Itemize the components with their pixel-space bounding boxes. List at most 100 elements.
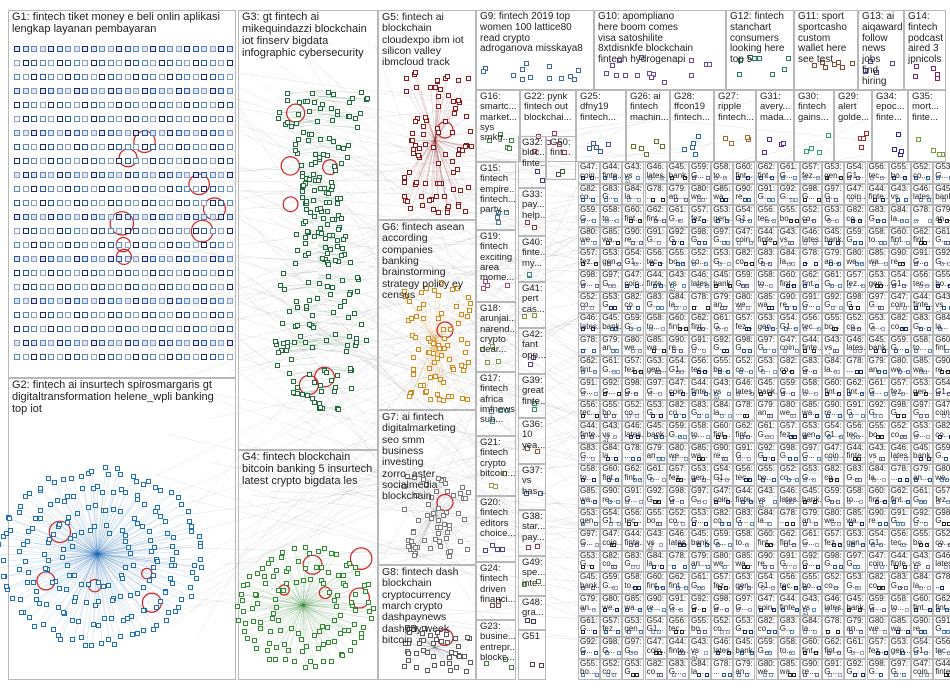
vertex-node	[218, 186, 224, 192]
vertex-node	[94, 483, 100, 489]
small-group-cell: G44: finte...	[911, 291, 933, 314]
small-group-cell: G52: co...	[600, 658, 623, 681]
vertex-node	[365, 600, 371, 606]
small-group-label: G44: finte...	[580, 421, 600, 439]
vertex-node	[316, 154, 322, 160]
small-group-cell: G59: G...	[888, 334, 911, 357]
vertex-node	[158, 298, 165, 304]
small-group-label: G45: bank...	[802, 486, 822, 504]
small-group-label: G79: an...	[802, 507, 820, 526]
vertex-node	[406, 543, 412, 549]
vertex-node	[78, 473, 84, 479]
small-group-cell: G61: G...	[644, 464, 667, 486]
vertex-node	[188, 584, 194, 590]
vertex-node	[438, 525, 444, 531]
vertex-node	[270, 573, 276, 579]
small-group-cell: G55: bo...	[600, 399, 623, 422]
vertex-node	[116, 144, 122, 150]
vertex-node	[104, 522, 110, 528]
vertex-node	[535, 543, 541, 549]
vertex-node	[107, 46, 114, 52]
vertex-node	[328, 106, 334, 111]
small-group-cell: G47: coin...	[644, 637, 667, 659]
vertex-node	[65, 270, 71, 276]
vertex-node	[42, 566, 48, 572]
small-group-cell: G85: wa...	[644, 334, 667, 357]
vertex-node	[142, 502, 148, 508]
vertex-node	[432, 662, 437, 668]
vertex-node	[64, 587, 70, 593]
vertex-node	[22, 46, 29, 52]
vertex-node	[276, 349, 282, 355]
vertex-node	[344, 349, 350, 355]
group-panel-g8: G8: fintech dash blockchain cryptocurren…	[378, 565, 476, 680]
small-group-cell: G83: G...	[800, 356, 822, 378]
vertex-node	[524, 220, 530, 226]
small-group-label: G97: G...	[646, 378, 664, 396]
vertex-node	[90, 228, 97, 234]
vertex-node	[82, 228, 88, 234]
small-group-cell: G83: G...	[755, 248, 778, 270]
small-group-label: G58: to...	[624, 572, 642, 591]
small-group-cell: G43: vs ai...	[711, 378, 734, 400]
vertex-node	[426, 198, 432, 204]
vertex-node	[82, 172, 88, 178]
vertex-node	[317, 137, 323, 143]
vertex-node	[464, 114, 470, 120]
vertex-node	[267, 640, 273, 646]
vertex-node	[124, 200, 131, 206]
vertex-node	[817, 150, 823, 156]
vertex-node	[133, 116, 139, 122]
vertex-node	[296, 631, 302, 637]
vertex-node	[284, 581, 290, 587]
small-group-label: G82: co...	[890, 313, 909, 331]
vertex-node	[31, 158, 37, 164]
vertex-node	[147, 577, 153, 583]
small-group-cell: G80: we...	[933, 464, 950, 486]
vertex-node	[311, 99, 317, 105]
small-group-label: G47: coin...	[668, 378, 689, 396]
small-group-label: G53: G...	[802, 464, 820, 483]
vertex-node	[310, 344, 316, 350]
vertex-node	[7, 527, 13, 533]
vertex-node	[150, 74, 156, 80]
small-group-label: G80: we...	[735, 291, 753, 310]
vertex-node	[368, 615, 374, 621]
vertex-node	[167, 116, 173, 122]
small-group-label: G57: fez...	[735, 313, 753, 331]
vertex-node	[99, 284, 105, 290]
small-group-label: G82: co...	[580, 183, 598, 202]
vertex-node	[146, 479, 152, 485]
small-group-cell: G84: la...	[866, 464, 889, 486]
vertex-node	[157, 514, 163, 520]
small-group-label: G98: G...	[580, 270, 598, 288]
small-group-cell: G54: G1...	[933, 378, 950, 400]
small-group-cell: G97: G...	[578, 529, 600, 551]
small-group-cell: G60: fint...	[777, 270, 800, 292]
small-group-label: G83: G...	[691, 399, 709, 418]
vertex-node	[218, 102, 224, 108]
vertex-node	[530, 619, 536, 625]
small-group-label: G59: G...	[691, 162, 709, 180]
vertex-node	[441, 380, 447, 386]
small-group-label: G92: G...	[846, 658, 864, 677]
small-group-cell: G53: gen...	[711, 205, 734, 227]
vertex-node	[330, 284, 336, 290]
small-group-label: G62: fint...	[757, 162, 775, 180]
vertex-node	[150, 172, 156, 178]
vertex-node	[124, 158, 131, 164]
small-group-cell: G46: lates...	[622, 421, 645, 443]
vertex-node	[65, 214, 71, 220]
small-group-label: G80: we...	[602, 594, 620, 612]
vertex-node	[201, 270, 207, 276]
vertex-node	[184, 312, 190, 318]
small-group-cell: G45: bank...	[578, 572, 600, 594]
vertex-node	[293, 261, 299, 267]
small-group-cell: G85: wa...	[755, 291, 778, 314]
vertex-node	[441, 335, 447, 341]
small-group-label: G61: G...	[580, 615, 598, 634]
vertex-node	[406, 299, 412, 305]
small-group-label: G56: tec...	[802, 313, 820, 331]
vertex-node	[57, 585, 63, 591]
vertex-node	[455, 151, 461, 157]
